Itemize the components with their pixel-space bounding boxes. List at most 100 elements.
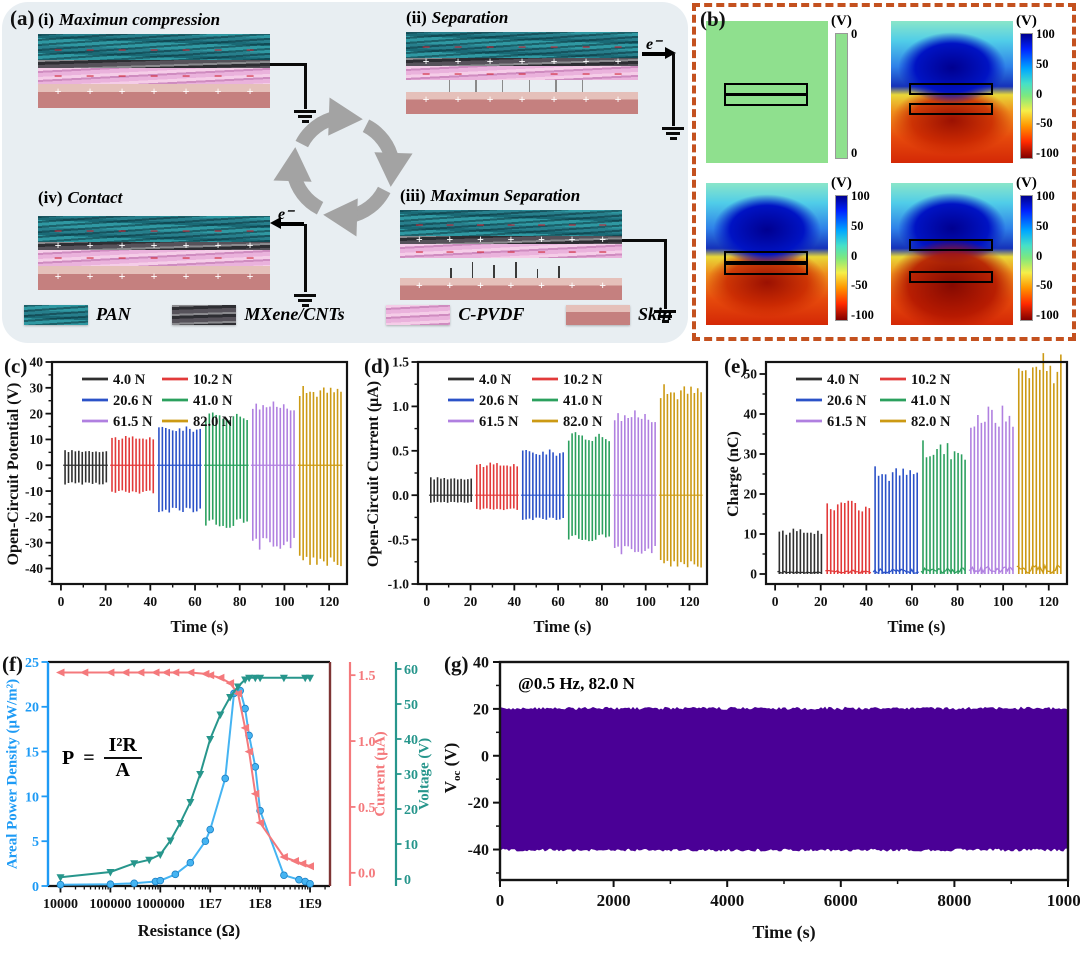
panel-f-label: (f) [2, 652, 23, 676]
c-pvdf-layer [38, 68, 270, 84]
state-contact: (iv) Contact − − − − − − − + + + + + + + − − − − − − − + + + +… [38, 188, 338, 316]
svg-text:41.0 N: 41.0 N [193, 393, 233, 409]
electrode-outline [724, 263, 808, 275]
svg-text:50: 50 [404, 698, 418, 713]
panel-e-label: (e) [724, 354, 748, 378]
y-axis-label-voltage: Voltage (V) [416, 737, 433, 811]
svg-text:10000: 10000 [1047, 891, 1080, 910]
svg-text:0.5: 0.5 [392, 444, 409, 459]
wire [664, 239, 667, 309]
chart-canvas: 0 20 40 60 80 100 120 0 10 20 30 40 50 4.0 N 10.2 N 20.… [744, 353, 1069, 636]
state-title: (i) Maximun compression [38, 10, 221, 29]
svg-text:0: 0 [750, 567, 757, 582]
svg-text:20: 20 [30, 406, 44, 421]
svg-text:-0.5: -0.5 [388, 532, 410, 547]
colorbar-unit: (V) [831, 175, 852, 191]
svg-text:0: 0 [423, 594, 430, 609]
svg-text:-1.0: -1.0 [388, 577, 410, 592]
svg-text:100: 100 [993, 594, 1014, 609]
c-pvdf-swatch [386, 304, 451, 325]
svg-text:1.0: 1.0 [392, 399, 409, 414]
svg-text:61.5 N: 61.5 N [113, 414, 153, 430]
panel-b-label: (b) [700, 7, 726, 31]
wire [304, 63, 307, 109]
svg-text:60: 60 [551, 594, 565, 609]
colorbar-wrap: (V) 100 50 0 -50 -100 [1016, 13, 1068, 167]
mxene-cnts-layer [38, 60, 270, 68]
colorbar-unit: (V) [1016, 13, 1037, 29]
svg-text:10: 10 [30, 432, 44, 447]
wire [270, 63, 306, 66]
negative-charges: − − − − − − − [415, 218, 607, 234]
svg-text:1E9: 1E9 [298, 897, 321, 912]
negative-charges: − − − − − − − [53, 69, 255, 85]
layer-stack-diagram: − − − − − − − + + + + + + + − − − − − − − + + + + + + + e⁻ [406, 32, 688, 140]
pan-layer [38, 216, 270, 242]
svg-text:10.2 N: 10.2 N [563, 372, 603, 388]
svg-text:20: 20 [744, 487, 758, 502]
colorbar-ticks: 100 50 0 -50 -100 [851, 189, 874, 322]
svg-text:1.0: 1.0 [358, 735, 376, 750]
potential-field-map [706, 183, 828, 325]
svg-text:0: 0 [404, 873, 411, 888]
svg-text:100: 100 [274, 594, 295, 609]
potential-field-map [891, 21, 1013, 163]
svg-text:82.0 N: 82.0 N [193, 414, 233, 430]
svg-text:Time (s): Time (s) [888, 617, 946, 636]
svg-text:2000: 2000 [597, 891, 631, 910]
colorbar [1020, 195, 1033, 321]
svg-text:8000: 8000 [937, 891, 971, 910]
ground-icon [293, 110, 317, 125]
legend-item-mxene-cnts: MXene/CNTs [172, 304, 345, 325]
condition-annotation: @0.5 Hz, 82.0 N [518, 674, 635, 693]
positive-charges: + + + + + + + [415, 232, 607, 246]
negative-charges: − − − − − − − [53, 251, 255, 267]
wire [622, 239, 666, 242]
pan-layer [406, 32, 638, 58]
negative-charges: − − − − − − − [421, 40, 623, 56]
svg-text:41.0 N: 41.0 N [911, 393, 951, 409]
mxene-cnts-layer [400, 236, 622, 244]
electrode-outline [909, 239, 993, 251]
svg-text:20.6 N: 20.6 N [827, 393, 867, 409]
svg-text:0.5: 0.5 [358, 801, 376, 816]
c-pvdf-layer [38, 250, 270, 266]
svg-text:60: 60 [188, 594, 202, 609]
pan-layer [38, 34, 270, 60]
wire [304, 224, 307, 292]
chart-canvas: 0 20 40 60 80 100 120 -1.0 -0.5 0.0 0.5 1.0 1.5 4.0 N… [388, 355, 709, 636]
svg-text:100000: 100000 [89, 897, 131, 912]
panel-c-label: (c) [4, 354, 28, 378]
electron-label: e⁻ [646, 36, 662, 53]
layer-stack-diagram: − − − − − − − − − − − − − − + + + + + + + [38, 34, 338, 130]
svg-text:-40: -40 [468, 842, 489, 859]
svg-text:120: 120 [319, 594, 340, 609]
svg-text:40: 40 [404, 733, 418, 748]
pan-layer [400, 210, 622, 236]
skin-swatch [565, 304, 630, 325]
svg-text:25: 25 [25, 656, 39, 671]
svg-text:-40: -40 [25, 561, 43, 576]
skin-layer [406, 92, 638, 114]
svg-text:20: 20 [99, 594, 113, 609]
svg-text:40: 40 [144, 594, 158, 609]
state-title: (iv) Contact [38, 188, 123, 207]
chart-open-circuit-current: (d) Open-Circuit Current (μA) 0 20 40 60 80 1… [360, 346, 720, 648]
layer-stack-diagram: − − − − − − − + + + + + + + − − − − − − − + + + + + + + e⁻ [38, 206, 338, 316]
negative-charges: − − − − − − − [421, 67, 623, 83]
ground-icon [653, 310, 677, 325]
mxene-cnts-swatch [172, 304, 237, 325]
skin-hairs [440, 262, 570, 278]
chart-canvas: 10000 100000 1000000 1E7 1E8 1E9 0 5 10 15 20 25 0.0… [25, 656, 418, 940]
colorbar-unit: (V) [831, 13, 852, 29]
svg-text:80: 80 [595, 594, 609, 609]
svg-text:20.6 N: 20.6 N [479, 393, 519, 409]
svg-text:120: 120 [679, 594, 700, 609]
electron-flow-arrow-icon [642, 47, 676, 59]
electrode-outline [724, 251, 808, 263]
c-pvdf-layer [406, 66, 638, 80]
y-axis-label: Voc (V) [440, 742, 464, 794]
state-separation: (ii) Separation − − − − − − − + + + + + + + − − − − − − − +… [406, 8, 688, 140]
